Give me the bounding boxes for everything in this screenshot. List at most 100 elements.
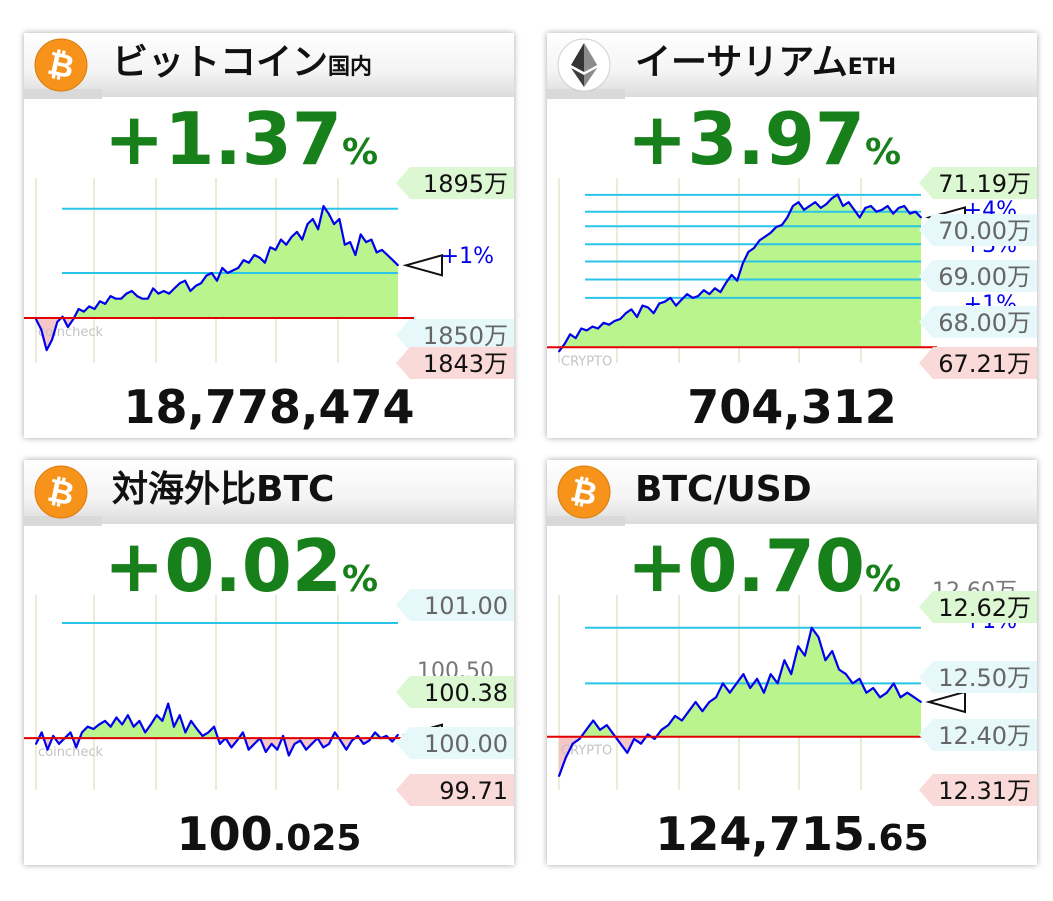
btc-premium-panel[interactable]: coincheck 100.50 101.00 100.00 100.38 99.71 ₿…	[24, 460, 514, 865]
data-point	[836, 193, 839, 196]
data-point	[356, 734, 359, 737]
data-point	[370, 238, 373, 241]
data-point	[351, 739, 353, 742]
data-point	[783, 659, 786, 662]
data-point	[354, 254, 357, 256]
data-point	[747, 251, 750, 253]
btc-jpy-panel[interactable]: coincheck +1% 1850万 1895万 1843万 ₿ ビットコイン国内 +…	[24, 33, 514, 438]
current-price-arrow	[925, 690, 966, 714]
data-point	[173, 725, 175, 728]
data-point	[569, 333, 572, 336]
low-label: 1843万	[396, 347, 514, 379]
data-point	[189, 290, 192, 292]
data-point	[764, 235, 766, 238]
data-point	[797, 201, 800, 204]
data-point	[842, 205, 844, 207]
data-point	[674, 714, 677, 717]
data-point	[152, 287, 155, 290]
high-label: 100.38	[396, 676, 514, 708]
data-point	[647, 306, 650, 309]
area-below-baseline	[36, 738, 398, 756]
data-point	[714, 287, 716, 290]
data-point	[282, 734, 284, 737]
data-point	[230, 746, 233, 749]
data-point	[253, 743, 256, 745]
data-point	[687, 710, 690, 713]
level-label-text: 69.00万	[938, 263, 1031, 291]
data-point	[375, 251, 378, 254]
data-point	[879, 696, 881, 699]
data-point	[694, 701, 697, 703]
data-point	[753, 247, 755, 250]
data-point	[920, 216, 922, 219]
change-percent: +0.02%	[104, 524, 379, 608]
data-point	[301, 238, 304, 241]
ethereum-icon	[557, 38, 611, 92]
btc-usd-panel[interactable]: CRYPTO12.60万+1%12.50万12.40万12.62万12.31万 …	[547, 460, 1037, 865]
level-label-bg	[396, 727, 514, 759]
data-point	[127, 714, 129, 717]
data-point	[343, 243, 346, 246]
data-point	[892, 212, 895, 215]
data-point	[686, 293, 688, 295]
current-price-arrow	[402, 253, 443, 277]
data-point	[207, 731, 210, 734]
panel-title: BTC/USD	[635, 469, 812, 510]
data-point	[109, 295, 112, 298]
area-above-baseline	[36, 206, 398, 318]
data-point	[691, 296, 694, 299]
data-point	[853, 208, 856, 211]
data-point	[190, 720, 193, 722]
data-point	[322, 205, 325, 208]
data-point	[236, 739, 239, 742]
current-price: 100.025	[176, 807, 362, 861]
data-point	[681, 719, 683, 722]
data-point	[844, 673, 847, 676]
data-point	[56, 320, 59, 323]
data-point	[359, 233, 362, 236]
data-point	[602, 321, 605, 324]
data-point	[810, 626, 813, 629]
data-point	[150, 723, 152, 726]
current-price: 704,312	[687, 380, 897, 434]
data-point	[299, 739, 302, 742]
data-point	[817, 636, 820, 638]
data-point	[838, 668, 840, 671]
data-point	[585, 728, 588, 731]
panel-header	[24, 33, 514, 97]
data-point	[194, 284, 197, 287]
data-point	[591, 325, 594, 328]
data-point	[830, 197, 833, 200]
data-point	[613, 319, 616, 322]
data-point	[640, 742, 642, 745]
data-point	[875, 210, 878, 213]
data-point	[293, 743, 296, 745]
level-label-bg	[919, 306, 1037, 338]
data-point	[558, 775, 560, 777]
data-point	[658, 302, 661, 305]
low-label-bg	[919, 347, 1037, 379]
data-point	[178, 714, 181, 717]
eth-jpy-panel[interactable]: CRYPTO+4%+3%+1%70.00万69.00万68.00万71.19万6…	[547, 33, 1037, 438]
data-point	[98, 300, 101, 303]
data-point	[824, 659, 827, 662]
data-point	[636, 316, 638, 318]
bitcoin-icon: ₿	[557, 465, 611, 519]
level-label: 68.00万	[919, 306, 1037, 338]
data-point	[865, 691, 868, 694]
data-point	[897, 206, 900, 209]
data-point	[564, 756, 567, 759]
data-point	[77, 308, 80, 310]
data-point	[104, 302, 107, 305]
data-point	[40, 731, 43, 734]
bitcoin-icon: ₿	[34, 465, 88, 519]
data-point	[869, 205, 872, 207]
data-point	[903, 205, 906, 207]
data-point	[86, 725, 89, 728]
data-point	[45, 349, 48, 352]
data-point	[290, 236, 293, 238]
level-label-text: 70.00万	[938, 217, 1031, 245]
data-point	[792, 205, 794, 207]
watermark: coincheck	[38, 745, 103, 760]
data-point	[258, 256, 261, 259]
